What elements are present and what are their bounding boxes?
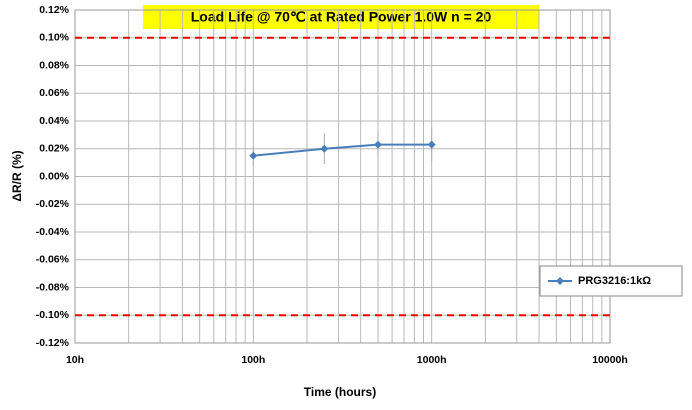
plot-border bbox=[74, 9, 611, 344]
series-line bbox=[253, 143, 432, 157]
data-point bbox=[427, 140, 436, 149]
data-point bbox=[320, 144, 329, 153]
x-axis-label: Time (hours) bbox=[304, 385, 376, 399]
y-tick-label: 0.12% bbox=[39, 4, 69, 16]
data-point bbox=[249, 151, 258, 160]
y-tick-label: 0.00% bbox=[39, 170, 69, 182]
x-tick-label: 1000h bbox=[417, 354, 447, 366]
y-tick-label: 0.04% bbox=[39, 115, 69, 127]
y-tick-label: -0.08% bbox=[36, 281, 70, 293]
y-tick-label: 0.10% bbox=[39, 32, 69, 44]
x-tick-label: 10000h bbox=[592, 354, 628, 366]
y-tick-label: 0.02% bbox=[39, 143, 69, 155]
y-tick-label: -0.04% bbox=[36, 226, 70, 238]
data-point bbox=[373, 140, 382, 149]
y-tick-label: -0.12% bbox=[36, 337, 70, 349]
legend-label: PRG3216:1kΩ bbox=[578, 275, 651, 287]
legend-marker bbox=[556, 277, 564, 285]
y-axis-label: ΔR/R (%) bbox=[10, 150, 24, 201]
title-background bbox=[143, 5, 539, 29]
y-tick-label: -0.10% bbox=[36, 309, 70, 321]
chart-title: Load Life @ 70℃ at Rated Power 1.0W n = … bbox=[191, 9, 492, 25]
y-tick-label: 0.08% bbox=[39, 59, 69, 71]
x-tick-label: 100h bbox=[241, 354, 265, 366]
x-tick-label: 10h bbox=[66, 354, 84, 366]
y-tick-label: -0.06% bbox=[36, 254, 70, 266]
y-tick-label: 0.06% bbox=[39, 87, 69, 99]
y-tick-label: -0.02% bbox=[36, 198, 70, 210]
